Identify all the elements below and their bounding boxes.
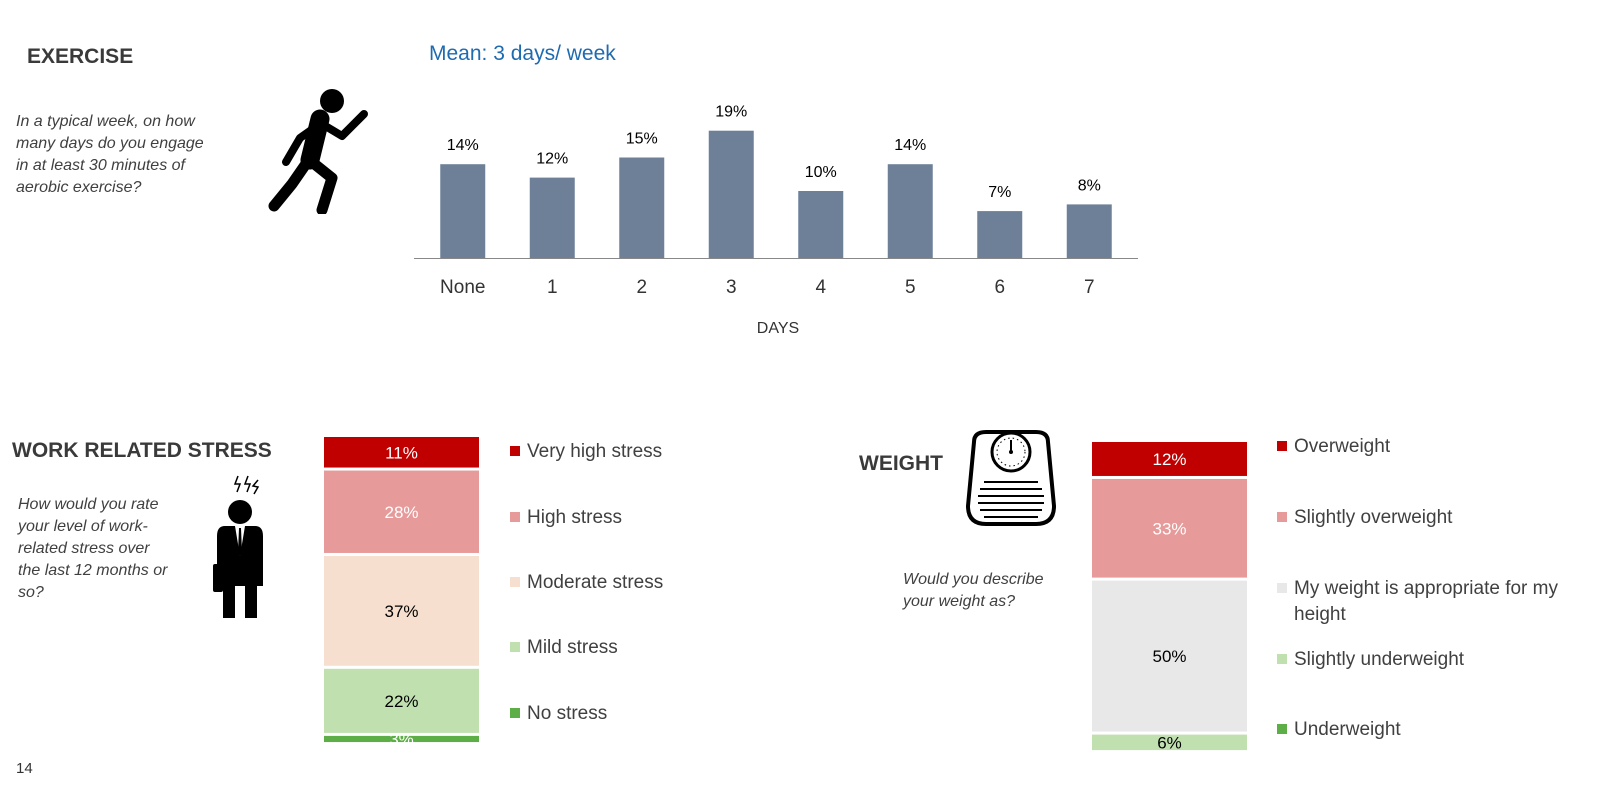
legend-swatch [510, 446, 520, 456]
segment-label: 37% [384, 602, 418, 621]
x-tick-label: 3 [726, 277, 737, 298]
legend-label: My weight is appropriate for my height [1294, 578, 1558, 625]
segment-label: 6% [1157, 733, 1182, 752]
legend-item: Slightly overweight [1277, 505, 1452, 531]
scale-icon [965, 430, 1057, 526]
legend-swatch [1277, 724, 1287, 734]
legend-swatch [510, 577, 520, 587]
bar [977, 211, 1023, 258]
legend-label: No stress [527, 703, 608, 724]
stack-segment [1092, 478, 1247, 578]
bar [708, 130, 754, 258]
legend-swatch [1277, 654, 1287, 664]
segment-label: 33% [1152, 519, 1186, 538]
legend-item: Overweight [1277, 434, 1390, 460]
x-tick-label: 2 [636, 277, 647, 298]
legend-label: Mild stress [527, 637, 618, 658]
bar-value-label: 8% [1078, 177, 1101, 194]
bar-value-label: 10% [805, 164, 837, 181]
stack-segment [324, 555, 479, 666]
legend-label: Overweight [1294, 436, 1391, 457]
stress-stacked-bar: 11% 28% 37% 22% 3% [324, 437, 479, 749]
legend-item: Mild stress [510, 635, 618, 661]
legend-item: Moderate stress [510, 570, 663, 596]
x-tick-label: 4 [815, 277, 826, 298]
exercise-bar-chart: 14% None 12% 1 15% 2 19% 3 10% 4 14% 5 7% 6 8% 7 DAYS [414, 104, 1138, 337]
legend-swatch [1277, 583, 1287, 593]
mean-label: Mean: 3 days/ week [429, 42, 616, 65]
bar [529, 177, 575, 258]
weight-question: Would you describe your weight as? [903, 571, 1044, 610]
x-tick-label: 5 [905, 277, 916, 298]
legend-swatch [1277, 512, 1287, 522]
segment-label: 11% [385, 443, 418, 462]
legend-item: High stress [510, 505, 622, 531]
stack-segment [1092, 580, 1247, 732]
bar-value-label: 19% [715, 104, 747, 121]
weight-stacked-bar: 12% 33% 50% 6% [1092, 442, 1247, 752]
x-tick-label: None [440, 277, 485, 298]
legend-item: My weight is appropriate for my height [1277, 576, 1594, 628]
legend-item: Underweight [1277, 717, 1401, 743]
stressed-person-icon [213, 475, 263, 618]
bar [619, 157, 665, 258]
bar-value-label: 15% [626, 131, 658, 148]
legend-swatch [510, 642, 520, 652]
weight-title: WEIGHT [859, 452, 943, 475]
page-number: 14 [16, 760, 33, 777]
legend-swatch [510, 708, 520, 718]
legend-swatch [510, 512, 520, 522]
bar [887, 164, 933, 258]
x-axis-label: DAYS [757, 320, 799, 337]
stack-segment [324, 470, 479, 553]
exercise-question: In a typical week, on how many days do y… [16, 113, 204, 196]
stress-title: WORK RELATED STRESS [12, 439, 272, 462]
runner-icon [268, 89, 368, 214]
stack-segment [324, 735, 479, 743]
legend-label: Very high stress [527, 441, 663, 462]
stack-segment [324, 668, 479, 733]
bar-value-label: 14% [894, 137, 926, 154]
legend-swatch [1277, 441, 1287, 451]
stack-segment [324, 437, 479, 468]
legend-item: Very high stress [510, 439, 662, 465]
legend-item: Slightly underweight [1277, 647, 1464, 673]
segment-label: 50% [1152, 647, 1186, 666]
stack-segment [1092, 734, 1247, 751]
legend-label: Slightly overweight [1294, 507, 1453, 528]
bar [440, 164, 486, 258]
legend-label: Underweight [1294, 719, 1401, 740]
segment-label: 12% [1152, 450, 1186, 469]
x-tick-label: 1 [547, 277, 558, 298]
exercise-title: EXERCISE [27, 45, 134, 68]
legend-label: Moderate stress [527, 572, 664, 593]
legend-label: Slightly underweight [1294, 649, 1465, 670]
x-tick-label: 6 [994, 277, 1005, 298]
bar-value-label: 12% [536, 151, 568, 168]
segment-label: 22% [384, 692, 418, 711]
stack-segment [1092, 442, 1247, 476]
legend-label: High stress [527, 507, 623, 528]
stress-question: How would you rate your level of work-re… [18, 496, 168, 601]
segment-label: 3% [389, 730, 414, 749]
bar [798, 191, 844, 258]
legend-item: No stress [510, 701, 607, 727]
segment-label: 28% [384, 503, 418, 522]
bar-value-label: 7% [988, 184, 1011, 201]
bar [1066, 204, 1112, 258]
bar-value-label: 14% [447, 137, 479, 154]
x-tick-label: 7 [1084, 277, 1095, 298]
